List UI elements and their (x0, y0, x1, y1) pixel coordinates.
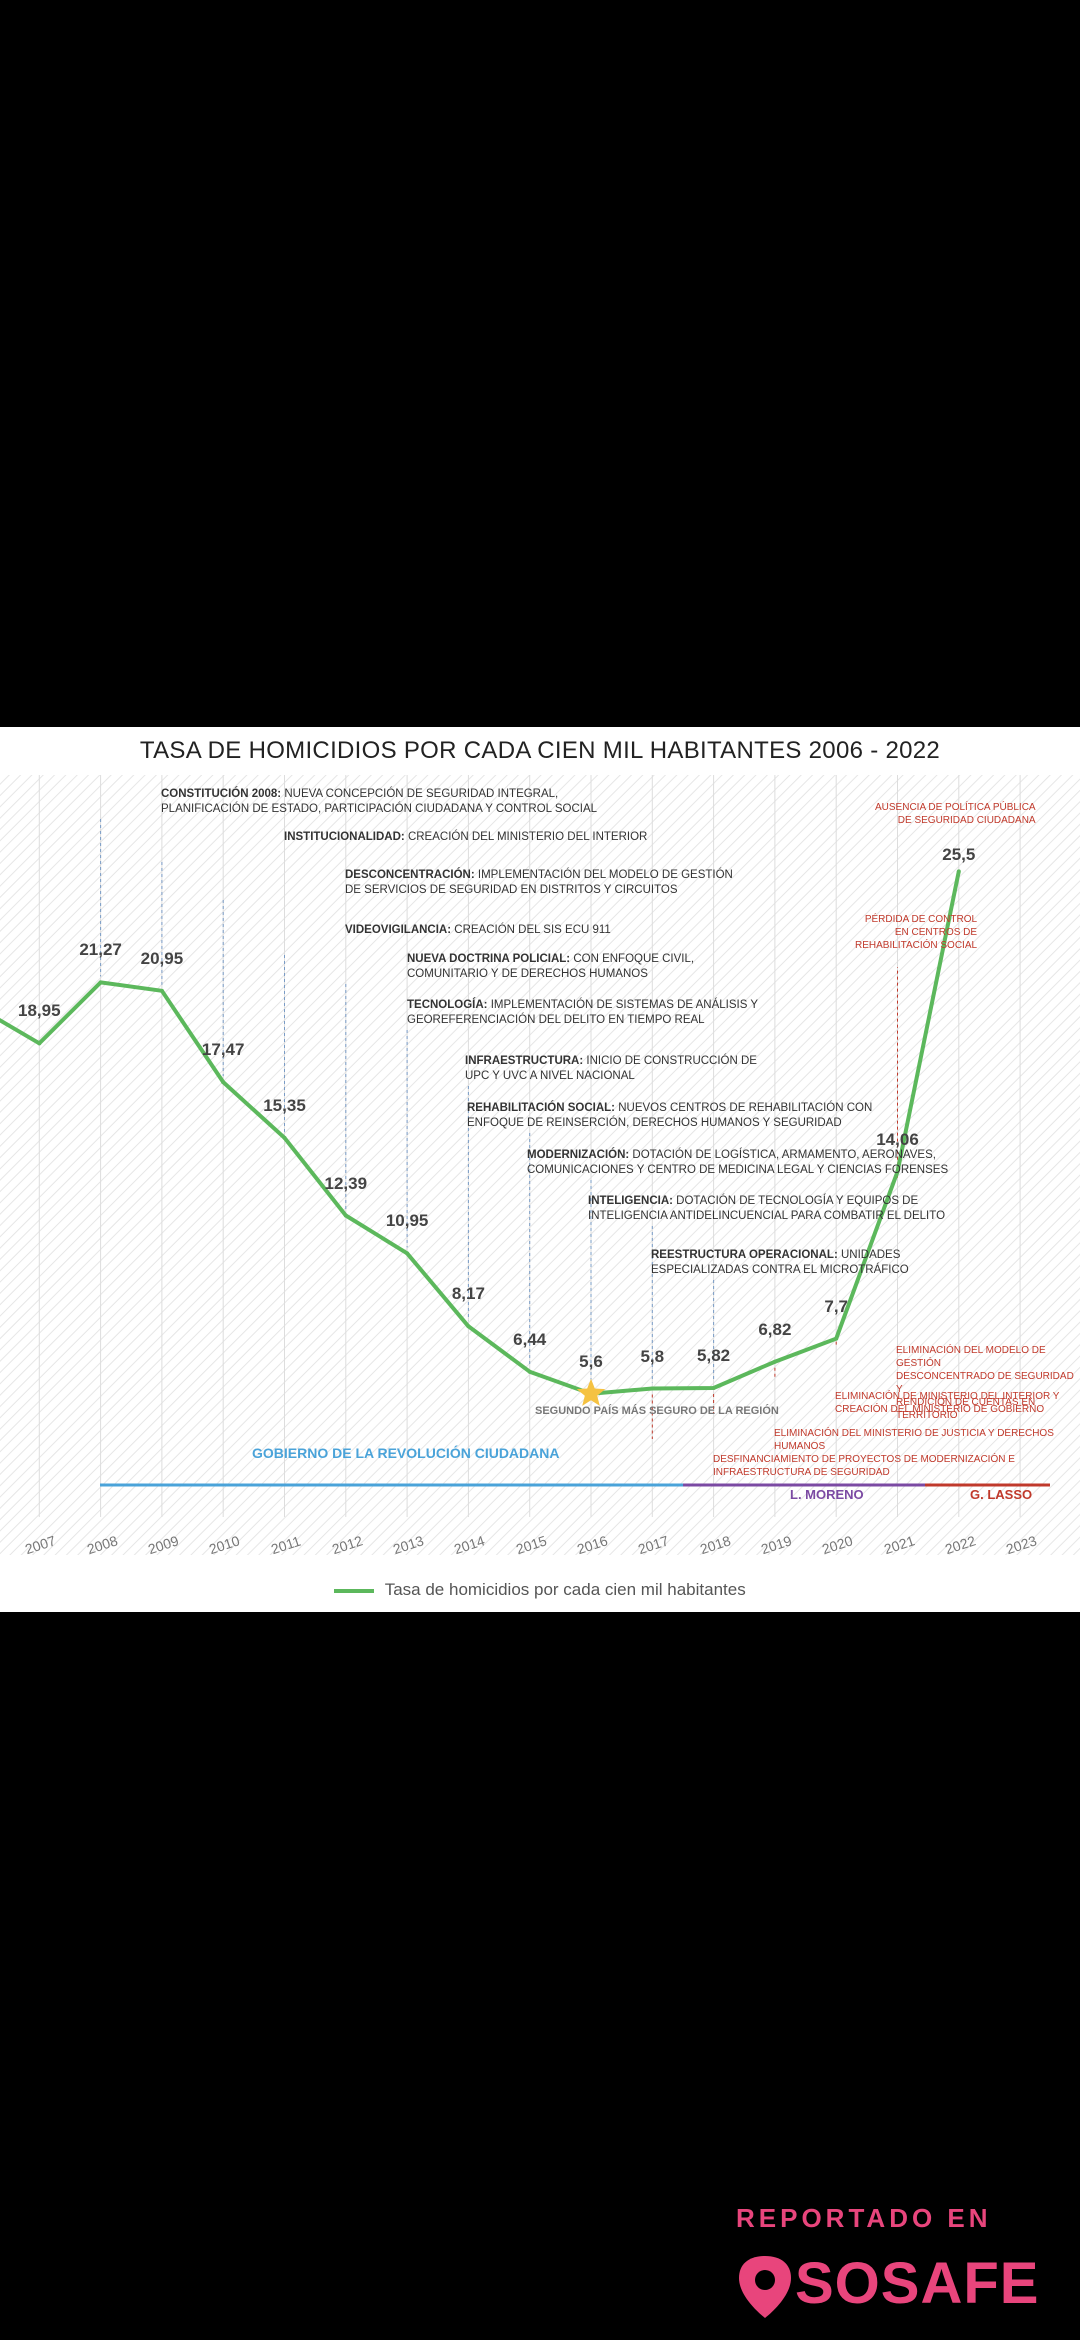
data-label: 5,8 (640, 1346, 665, 1366)
data-label: 25,5 (942, 845, 976, 865)
data-point (282, 1135, 287, 1140)
reported-in-label: REPORTADO EN (736, 2203, 992, 2233)
government-label-moreno: L. MORENO (790, 1487, 864, 1502)
data-point (834, 1336, 839, 1341)
data-label: 17,47 (201, 1040, 245, 1060)
policy-annotation: DESCONCENTRACIÓN: IMPLEMENTACIÓN DEL MOD… (345, 869, 733, 896)
data-point (343, 1213, 348, 1218)
chart-legend: Tasa de homicidios por cada cien mil hab… (0, 1580, 1080, 1600)
star-icon (576, 1378, 606, 1406)
policy-annotation: CONSTITUCIÓN 2008: NUEVA CONCEPCIÓN DE S… (161, 788, 598, 815)
data-point (159, 988, 164, 993)
government-label-revolucion: GOBIERNO DE LA REVOLUCIÓN CIUDADANA (252, 1445, 560, 1461)
policy-annotation: MODERNIZACIÓN: DOTACIÓN DE LOGÍSTICA, AR… (527, 1149, 949, 1176)
critical-annotation: ELIMINACIÓN DE MINISTERIO DEL INTERIOR Y… (835, 1391, 1060, 1415)
data-label: 10,95 (385, 1211, 429, 1231)
data-label: 21,27 (79, 940, 122, 960)
data-point (711, 1385, 716, 1390)
policy-annotation: INFRAESTRUCTURA: INICIO DE CONSTRUCCIÓN … (465, 1055, 757, 1082)
critical-annotation: DESFINANCIAMIENTO DE PROYECTOS DE MODERN… (713, 1454, 1015, 1478)
safest-country-note: SEGUNDO PAÍS MÁS SEGURO DE LA REGIÓN (535, 1405, 779, 1417)
policy-annotation: NUEVA DOCTRINA POLICIAL: CON ENFOQUE CIV… (407, 953, 695, 980)
data-point (650, 1386, 655, 1391)
line-chart (0, 775, 1080, 1555)
critical-annotation: AUSENCIA DE POLÍTICA PÚBLICA DE SEGURIDA… (875, 802, 1036, 826)
legend-label: Tasa de homicidios por cada cien mil hab… (384, 1580, 746, 1599)
data-label: 5,6 (579, 1351, 603, 1371)
data-point (527, 1369, 532, 1374)
data-label: 8,17 (451, 1284, 485, 1304)
data-label: 15,35 (263, 1095, 306, 1115)
data-label: 18,95 (18, 1001, 61, 1021)
brand-logo-text: SOSAFE (795, 2251, 1040, 2316)
data-label: 5,82 (697, 1345, 731, 1365)
government-label-lasso: G. LASSO (970, 1487, 1033, 1502)
policy-annotation: INSTITUCIONALIDAD: CREACIÓN DEL MINISTER… (284, 831, 648, 843)
critical-annotation: PÉRDIDA DE CONTROL EN CENTROS DE REHABIL… (855, 914, 978, 951)
policy-annotation: REESTRUCTURA OPERACIONAL: UNIDADES ESPEC… (651, 1249, 909, 1276)
data-label: 20,95 (140, 948, 184, 968)
data-point (895, 1169, 900, 1174)
annotation-leaders (100, 819, 898, 1439)
data-label: 14,06 (876, 1129, 919, 1149)
data-point (37, 1041, 42, 1046)
policy-annotation: TECNOLOGÍA: IMPLEMENTACIÓN DE SISTEMAS D… (407, 999, 759, 1026)
data-label: 12,39 (324, 1173, 368, 1193)
data-label: 6,44 (513, 1329, 547, 1349)
data-point (772, 1359, 777, 1364)
legend-swatch (334, 1588, 375, 1593)
data-label: 6,82 (758, 1319, 792, 1339)
critical-annotation: ELIMINACIÓN DEL MINISTERIO DE JUSTICIA Y… (774, 1428, 1054, 1452)
data-point (956, 869, 961, 874)
data-point (466, 1324, 471, 1329)
data-point (221, 1080, 226, 1085)
policy-annotation: VIDEOVIGILANCIA: CREACIÓN DEL SIS ECU 91… (345, 924, 611, 936)
policy-annotation: INTELIGENCIA: DOTACIÓN DE TECNOLOGÍA Y E… (588, 1195, 946, 1222)
policy-annotation: REHABILITACIÓN SOCIAL: NUEVOS CENTROS DE… (467, 1102, 873, 1129)
location-pin-icon (739, 2256, 791, 2318)
data-point (405, 1251, 410, 1256)
chart-title: TASA DE HOMICIDIOS POR CADA CIEN MIL HAB… (139, 737, 941, 764)
critical-annotation: ELIMINACIÓN DEL MODELO DE GESTIÓN DESCON… (896, 1345, 1074, 1421)
data-point (98, 980, 103, 985)
chart-panel: TASA DE HOMICIDIOS POR CADA CIEN MIL HAB… (0, 727, 1080, 1612)
data-label: 7,7 (824, 1296, 849, 1316)
series-layer (0, 869, 961, 1406)
